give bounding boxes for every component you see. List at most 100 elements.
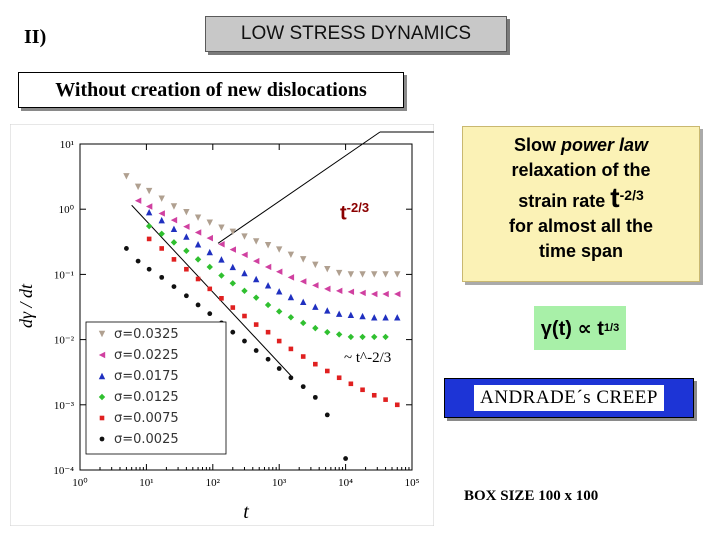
- data-point: [312, 282, 319, 289]
- data-point: [276, 338, 282, 344]
- legend-box: [85, 321, 227, 455]
- data-point: [394, 271, 401, 278]
- data-point: [324, 285, 331, 293]
- data-point: [360, 387, 365, 393]
- data-point: [343, 456, 348, 461]
- callout-line-3: strain rate t-2/3: [518, 182, 644, 213]
- data-point: [312, 394, 318, 400]
- data-point: [300, 256, 307, 263]
- y-tick-label: 10⁻⁴: [53, 465, 74, 477]
- data-point: [276, 288, 283, 295]
- data-point: [159, 246, 165, 251]
- data-point: [194, 214, 202, 221]
- y-tick-label: 10⁻¹: [54, 269, 74, 281]
- data-point: [194, 229, 202, 236]
- data-point: [347, 288, 355, 296]
- data-point: [371, 271, 378, 278]
- legend-label: σ=0.0125: [114, 390, 179, 405]
- x-tick-label: 10²: [206, 477, 221, 489]
- data-point: [98, 351, 106, 359]
- data-point: [206, 263, 213, 271]
- data-point: [218, 224, 225, 231]
- data-point: [276, 268, 283, 275]
- formula-base: γ(t) ∝ t: [540, 317, 604, 340]
- x-axis-label: t: [243, 501, 249, 523]
- slope-annotation: t-2/3: [340, 200, 369, 226]
- data-point: [98, 330, 106, 338]
- data-point: [184, 266, 189, 272]
- data-point: [324, 328, 331, 336]
- data-point: [287, 293, 295, 301]
- data-point: [324, 368, 330, 374]
- y-axis-label: dγ / dt: [16, 283, 36, 328]
- data-point: [158, 195, 165, 202]
- data-point: [145, 208, 153, 216]
- data-point: [195, 276, 201, 282]
- data-point: [394, 314, 401, 321]
- callout-line-4: for almost all the: [508, 216, 654, 236]
- data-point: [265, 356, 271, 362]
- data-point: [183, 233, 190, 240]
- data-point: [359, 333, 366, 341]
- data-point: [241, 251, 248, 258]
- data-point: [371, 392, 377, 398]
- data-point: [194, 241, 202, 248]
- x-tick-label: 10¹: [139, 477, 153, 489]
- data-point: [300, 298, 307, 305]
- data-point: [195, 302, 201, 308]
- data-point: [335, 269, 343, 277]
- data-point: [158, 210, 165, 217]
- data-point: [218, 241, 225, 248]
- data-point: [347, 271, 355, 278]
- andrade-text: ANDRADE´s CREEP: [474, 385, 664, 411]
- data-point: [359, 271, 366, 278]
- callout-line-5: time span: [538, 241, 624, 261]
- pointer-line-left: [217, 131, 381, 244]
- x-tick-label: 10³: [272, 477, 287, 489]
- y-tick-label: 10⁻³: [54, 400, 75, 412]
- data-point: [99, 415, 105, 421]
- data-point: [171, 284, 177, 289]
- data-point: [206, 219, 213, 226]
- data-point: [382, 271, 389, 278]
- callout-box: Slow power law relaxation of the strain …: [462, 126, 700, 282]
- data-point: [324, 412, 330, 418]
- relaxation-plot: 10⁰ 10¹ 10² 10³ 10⁴ 10⁵ 10¹ 10⁰ 10⁻¹ 10⁻² 10⁻³ 10⁻⁴…: [10, 124, 434, 526]
- data-point: [252, 257, 260, 265]
- data-point: [264, 301, 272, 309]
- y-tick-label: 10⁻²: [54, 335, 75, 347]
- formula-box: γ(t) ∝ t 1/3: [534, 306, 626, 350]
- data-point: [229, 263, 236, 271]
- data-point: [170, 203, 178, 210]
- y-tick-label: 10⁰: [59, 204, 75, 216]
- data-point: [183, 208, 190, 216]
- data-point: [288, 375, 294, 381]
- data-point: [252, 275, 260, 283]
- data-point: [335, 331, 343, 338]
- x-tick-label: 10⁰: [72, 477, 88, 489]
- data-point: [123, 173, 130, 180]
- data-point: [134, 197, 142, 204]
- data-point: [183, 223, 190, 230]
- data-point: [324, 266, 331, 273]
- data-point: [312, 261, 319, 269]
- data-point: [264, 242, 272, 249]
- callout-line-1: Slow power law: [513, 135, 649, 155]
- data-point: [171, 257, 177, 262]
- plot-area: [79, 143, 413, 471]
- data-point: [359, 312, 366, 320]
- data-point: [312, 303, 319, 310]
- data-point: [158, 230, 165, 237]
- data-point: [170, 239, 178, 246]
- data-point: [347, 311, 355, 319]
- data-point: [98, 372, 106, 380]
- data-point: [194, 256, 202, 263]
- y-tick-label: 10¹: [60, 139, 74, 151]
- data-point: [300, 319, 307, 327]
- data-point: [241, 269, 248, 277]
- data-point: [183, 247, 190, 255]
- data-point: [134, 183, 142, 191]
- legend-label: σ=0.0025: [114, 432, 179, 447]
- data-point: [287, 251, 295, 258]
- data-point: [312, 324, 319, 332]
